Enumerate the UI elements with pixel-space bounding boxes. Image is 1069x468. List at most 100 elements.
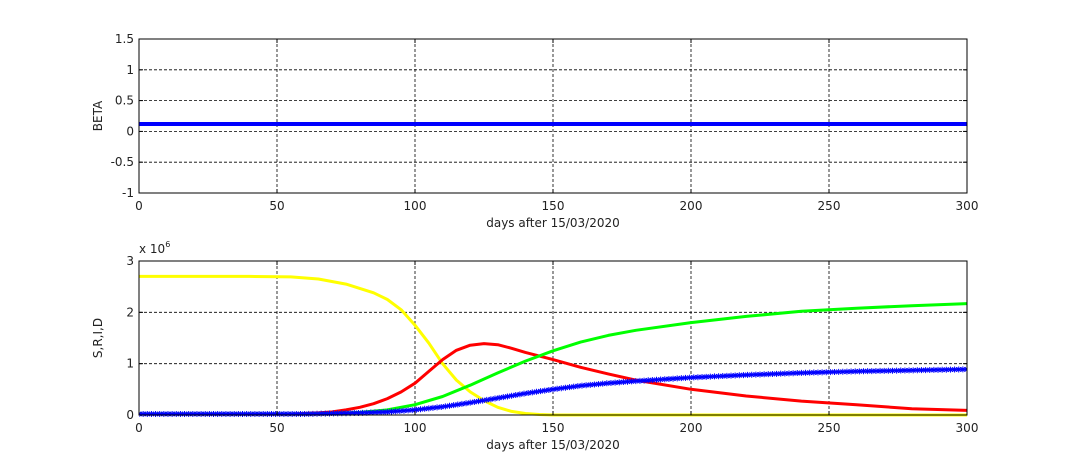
srid-series-marker [541,387,548,394]
srid-series-marker [728,372,735,379]
srid-series-marker [264,410,271,417]
srid-series-marker [318,410,325,417]
srid-series-marker [210,410,217,417]
srid-series-marker [326,410,333,417]
srid-series-marker [690,374,697,381]
srid-series-marker [193,410,200,417]
srid-series-marker [893,367,900,374]
srid-series-marker [752,371,759,378]
srid-series-marker [247,410,254,417]
srid-series-marker [487,396,494,403]
srid-series-marker [806,369,813,376]
srid-y-multiplier-base: x 10 [139,242,165,256]
srid-series-marker [711,373,718,380]
srid-series-marker [914,367,921,374]
srid-series-marker [607,379,614,386]
srid-series-marker [872,368,879,375]
srid-series-marker [508,392,515,399]
srid-series-marker [500,394,507,401]
srid-series-marker [761,371,768,378]
beta-x-tick-label: 250 [818,199,841,213]
srid-series-marker [790,370,797,377]
srid-series-marker [314,410,321,417]
srid-series-marker [533,388,540,395]
srid-series-marker [260,410,267,417]
srid-series-marker [301,410,308,417]
beta-x-tick-label: 300 [956,199,979,213]
srid-ticks: 0 50 100 150 200 250 300 0 1 2 3 [126,254,978,435]
srid-series-marker [388,408,395,415]
srid-series-marker [384,408,391,415]
srid-series-marker [819,369,826,376]
srid-series-marker [773,370,780,377]
srid-series-marker [612,379,619,386]
srid-series-marker [156,410,163,417]
srid-series-marker [189,410,196,417]
srid-series-marker [371,409,378,416]
beta-y-tick-label: 1 [126,63,134,77]
srid-series-marker [550,386,556,393]
srid-series-marker [529,389,536,396]
srid-series-marker [951,366,958,373]
srid-series-marker [657,376,664,383]
srid-series-marker [355,409,362,416]
srid-series-marker [458,400,465,407]
srid-series-marker [810,369,817,376]
srid-series-marker [694,374,701,381]
srid-series-marker [202,410,209,417]
srid-x-tick-label: 50 [269,421,284,435]
srid-series-marker [516,391,523,398]
srid-series-marker [574,383,581,390]
srid-series-marker [624,378,631,385]
srid-series-marker [198,410,205,417]
beta-y-tick-label: 0.5 [115,94,134,108]
srid-series-marker [152,410,159,417]
srid-series-marker [297,410,304,417]
srid-series-marker [305,410,312,417]
srid-series-marker [868,368,875,375]
srid-x-tick-label: 0 [135,421,143,435]
srid-series-marker [889,367,896,374]
srid-x-tick-label: 250 [818,421,841,435]
srid-series-marker [757,371,763,378]
srid-series-marker [343,410,349,417]
srid-series-marker [715,373,722,380]
srid-series-marker [429,404,436,411]
beta-axes: 0 50 100 150 200 250 300 -1 -0.5 0 0.5 1 1.5 days af… [91,32,978,230]
srid-series-marker [206,410,213,417]
srid-x-tick-label: 200 [680,421,703,435]
srid-series-line-1 [139,342,967,416]
beta-x-tick-label: 200 [680,199,703,213]
srid-series-marker [901,367,908,374]
srid-series-marker [723,372,730,379]
srid-series-marker [930,366,937,373]
srid-series-marker [678,375,685,382]
srid-y-multiplier: x 106 [139,240,170,256]
srid-series-marker [409,407,416,414]
srid-series-marker [537,388,544,395]
srid-series-marker [959,366,966,373]
srid-series-marker [181,410,188,417]
srid-y-tick-label: 1 [126,357,134,371]
srid-series-marker [653,376,660,383]
srid-series-marker [641,377,648,384]
srid-series-marker [578,382,585,389]
srid-series-marker [227,410,234,417]
srid-series-marker [802,369,809,376]
srid-series-marker [496,394,503,401]
srid-series-marker [570,383,577,390]
srid-y-multiplier-exponent: 6 [165,240,170,249]
srid-series-marker [823,369,830,376]
srid-y-tick-label: 0 [126,408,134,422]
srid-series-marker [367,409,374,416]
srid-series-marker [628,378,635,385]
srid-series-marker [852,368,859,375]
srid-series-marker [334,410,341,417]
srid-series-marker [280,410,287,417]
beta-ticks: 0 50 100 150 200 250 300 -1 -0.5 0 0.5 1 1.5 [111,32,979,213]
srid-series-marker [483,396,490,403]
srid-y-tick-label: 2 [126,305,134,319]
srid-series-marker [558,385,565,392]
srid-series-marker [467,399,474,406]
srid-series-marker [918,367,925,374]
